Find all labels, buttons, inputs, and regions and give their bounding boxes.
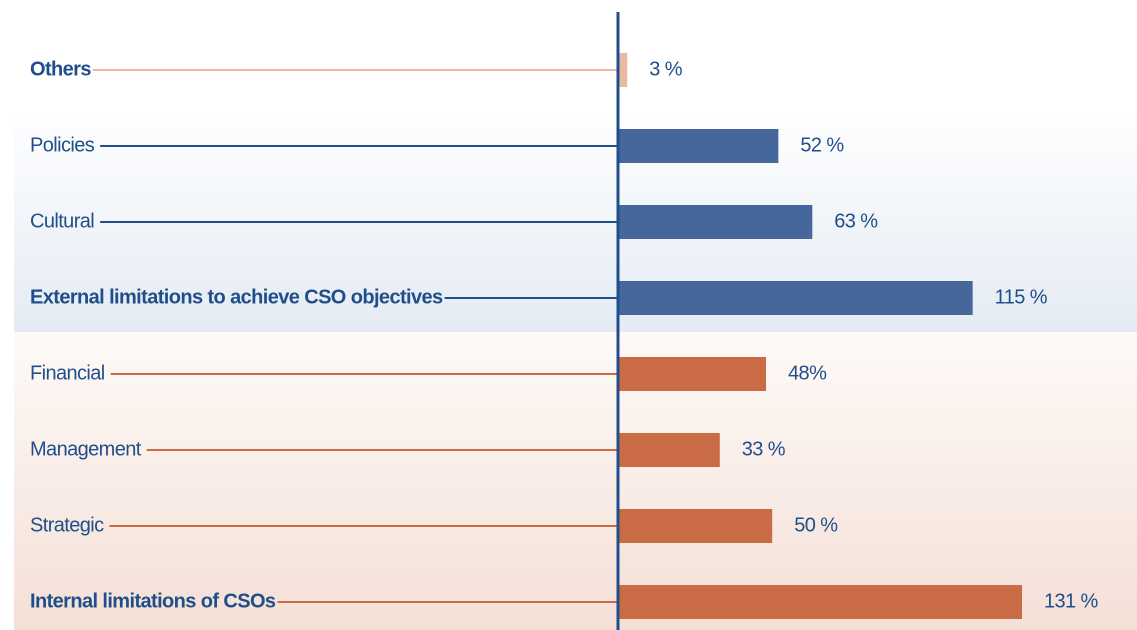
category-label: External limitations to achieve CSO obje… — [30, 286, 443, 308]
category-label: Policies — [30, 134, 95, 156]
group-band — [14, 332, 1137, 630]
value-label: 131 % — [1044, 590, 1099, 612]
value-label: 3 % — [649, 58, 682, 80]
bar — [618, 129, 779, 163]
bar — [618, 53, 628, 87]
bar — [618, 357, 767, 391]
value-label: 50 % — [794, 514, 838, 536]
value-label: 52 % — [800, 134, 844, 156]
category-label: Internal limitations of CSOs — [30, 590, 276, 612]
bar — [618, 433, 720, 467]
bar — [618, 281, 973, 315]
bar — [618, 509, 773, 543]
category-label: Strategic — [30, 514, 104, 536]
value-label: 63 % — [834, 210, 878, 232]
value-label: 115 % — [995, 286, 1048, 308]
category-label: Cultural — [30, 210, 94, 232]
bar — [618, 205, 813, 239]
value-label: 33 % — [742, 438, 786, 460]
category-label: Management — [30, 438, 142, 460]
category-label: Others — [30, 58, 91, 80]
value-label: 48% — [788, 362, 827, 384]
category-label: Financial — [30, 362, 105, 384]
bar — [618, 585, 1023, 619]
